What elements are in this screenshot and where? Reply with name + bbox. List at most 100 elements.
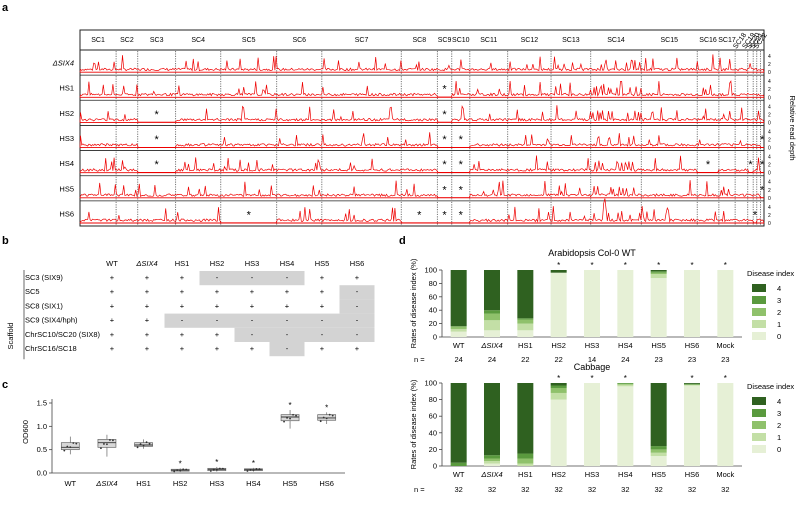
x-tick-label: HS5 — [283, 479, 298, 488]
table-column-header: WT — [106, 259, 118, 268]
loss-star: * — [442, 184, 447, 196]
table-cell: - — [321, 330, 324, 339]
table-cell: + — [215, 344, 220, 353]
depth-tick: 2 — [768, 138, 771, 144]
depth-tick: 0 — [768, 221, 771, 227]
table-cell: + — [110, 287, 115, 296]
depth-tick: 2 — [768, 213, 771, 219]
y-tick-label: 40 — [429, 428, 437, 437]
table-cell: - — [321, 316, 324, 325]
bar-segment-index-3 — [517, 318, 534, 320]
x-tick-label: Mock — [716, 470, 734, 479]
data-point — [221, 467, 224, 470]
bar-segment-index-3 — [450, 462, 467, 466]
strain-label: HS2 — [59, 109, 74, 118]
scaffold-label-sc13: SC13 — [562, 37, 580, 44]
legend-swatch — [752, 308, 766, 316]
bar-segment-index-3 — [517, 453, 534, 459]
depth-tick: 0 — [768, 146, 771, 152]
table-cell: + — [355, 344, 360, 353]
x-tick-label: HS1 — [518, 470, 533, 479]
y-tick-label: 60 — [429, 292, 437, 301]
loss-star: * — [155, 109, 160, 121]
bar-segment-index-0 — [717, 270, 734, 337]
scaffold-label-sc8: SC8 — [412, 37, 426, 44]
x-tick-label: WT — [453, 341, 465, 350]
table-cell: - — [356, 330, 359, 339]
loss-star: * — [748, 159, 753, 171]
table-cell: + — [180, 287, 185, 296]
y-tick-label: 0 — [433, 462, 437, 471]
x-tick-label: HS1 — [136, 479, 151, 488]
read-depth-trace — [79, 180, 765, 199]
significance-star: * — [624, 261, 627, 270]
bar-segment-index-4 — [450, 383, 467, 463]
chart-ylabel: Rates of disease index (%) — [409, 379, 418, 469]
bar-segment-index-0 — [650, 278, 667, 337]
table-cell: + — [110, 344, 115, 353]
table-cell: + — [145, 287, 150, 296]
data-point — [295, 414, 297, 417]
sample-size: 32 — [488, 485, 496, 494]
loss-star: * — [417, 209, 422, 221]
box — [97, 439, 117, 448]
bar-segment-index-3 — [484, 455, 500, 459]
loss-star: * — [459, 184, 464, 196]
x-tick-label: HS6 — [319, 479, 334, 488]
sample-size: 32 — [688, 485, 696, 494]
box — [317, 414, 337, 421]
panel-letter-d: d — [399, 235, 406, 247]
table-column-header: HS6 — [350, 259, 365, 268]
absent-cell — [339, 299, 375, 314]
bar-segment-index-4 — [484, 383, 500, 456]
panel-letter-c: c — [2, 379, 8, 391]
significance-star: * — [590, 374, 593, 383]
y-tick-label: 100 — [424, 379, 437, 388]
y-tick-label: 0 — [433, 333, 437, 342]
bar-segment-index-2 — [650, 449, 667, 453]
absent-cell — [234, 327, 270, 342]
legend-label: 1 — [777, 320, 781, 329]
table-cell: + — [285, 301, 290, 310]
bar-segment-index-1 — [617, 384, 634, 387]
depth-tick: 4 — [768, 79, 771, 85]
x-tick-label: WT — [453, 470, 465, 479]
panel-a-read-depth: SC1 SC2 SC3 SC4 SC5 SC6 SC7 SC8 SC9 SC10 SC11 SC12 S… — [52, 29, 797, 227]
table-cell: - — [286, 344, 289, 353]
significance-star: * — [624, 374, 627, 383]
read-depth-trace — [79, 155, 765, 174]
data-point — [283, 420, 285, 423]
bar-segment-index-4 — [484, 270, 500, 311]
bar-segment-index-0 — [484, 330, 500, 337]
bar-segment-index-3 — [484, 310, 500, 314]
table-cell: + — [145, 316, 150, 325]
od-axis-label-text: OD600 — [21, 420, 30, 444]
read-depth-trace — [79, 80, 765, 98]
loss-star: * — [459, 134, 464, 146]
scaffold-label-sc2: SC2 — [120, 37, 134, 44]
significance-star: * — [690, 261, 693, 270]
significance-star: * — [690, 374, 693, 383]
bar-segment-index-3 — [650, 446, 667, 450]
data-point — [319, 420, 322, 423]
table-cell: - — [286, 273, 289, 282]
bar-segment-index-1 — [484, 461, 500, 464]
panel-b-scaffold-table: Scaffold WT ΔSIX4 HS1 HS2 HS3 HS4 HS5 HS6 SC3 (S… — [6, 259, 375, 360]
table-cell: - — [216, 316, 219, 325]
data-point — [185, 468, 188, 471]
bar-segment-index-0 — [717, 383, 734, 466]
x-tick-label: ΔSIX4 — [480, 470, 502, 479]
y-tick-label: 80 — [429, 395, 437, 404]
bar-segment-index-0 — [550, 272, 567, 337]
bar-segment-index-2 — [484, 458, 500, 462]
od-axis-label: OD600 — [21, 420, 30, 444]
y-tick-label: 0.5 — [37, 445, 47, 454]
track-6: HS6 4 2 0 * * * * * — [59, 198, 771, 227]
table-row-label: ChrSC10/SC20 (SIX8) — [25, 330, 101, 339]
table-cell: + — [145, 344, 150, 353]
data-point — [331, 414, 334, 417]
depth-tick: 2 — [768, 188, 771, 194]
significance-star: * — [289, 401, 292, 410]
